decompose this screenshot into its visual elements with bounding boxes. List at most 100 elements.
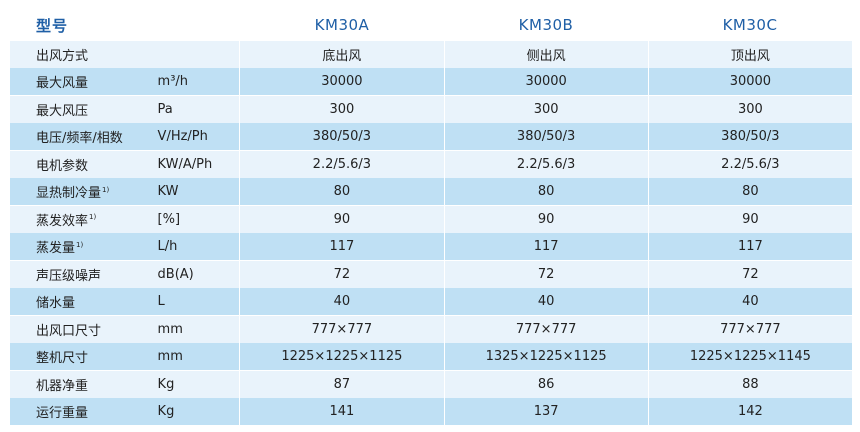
column-divider — [443, 150, 445, 178]
table-row: 最大风量 m³/h 30000 30000 30000 — [10, 68, 852, 95]
footnote-marker: 1) — [102, 185, 110, 194]
value-cell-1: 72 — [333, 266, 351, 282]
table-row: 声压级噪声 dB(A) 72 72 72 — [10, 260, 852, 288]
value-cell-2: 777×777 — [515, 321, 577, 337]
value-cell-2: 380/50/3 — [516, 129, 576, 144]
param-label: 储水量 — [36, 296, 76, 311]
param-cell: 机器净重 — [10, 375, 158, 394]
value-cell-1: 117 — [329, 239, 355, 254]
value-cell-1: 底出风 — [322, 48, 362, 64]
value-cell-3: 顶出风 — [730, 48, 770, 64]
value-cell-2: 90 — [537, 211, 555, 227]
table-row: 蒸发量1) L/h 117 117 117 — [10, 233, 852, 260]
column-divider — [443, 95, 445, 123]
column-divider — [443, 288, 445, 315]
value-cell-2: 1325×1225×1125 — [485, 349, 607, 364]
unit-cell: [%] — [157, 211, 181, 227]
column-divider — [647, 315, 649, 343]
param-cell: 出风口尺寸 — [10, 320, 158, 339]
table-row: 运行重量 Kg 141 137 142 — [10, 398, 852, 425]
value-cell-3: 72 — [742, 266, 759, 282]
unit-cell: Pa — [157, 101, 173, 117]
value-cell-3: 380/50/3 — [721, 129, 780, 144]
column-divider — [647, 95, 649, 123]
value-cell-3: 142 — [737, 404, 763, 419]
column-divider — [443, 398, 445, 425]
param-label: 出风口尺寸 — [36, 323, 102, 339]
column-divider — [647, 343, 649, 370]
value-cell-1: 30000 — [321, 74, 363, 89]
unit-cell: V/Hz/Ph — [157, 129, 208, 144]
column-divider — [443, 233, 445, 260]
param-label: 显热制冷量 — [36, 186, 102, 201]
param-cell: 最大风量 — [10, 72, 158, 91]
column-divider — [443, 68, 445, 95]
param-cell: 整机尺寸 — [10, 347, 158, 366]
column-divider — [239, 40, 241, 68]
column-divider — [443, 40, 445, 68]
spec-table: 型号 KM30A KM30B KM30C 出风方式 底出风 侧出风 顶出风 最大风量 m³… — [10, 10, 852, 425]
value-cell-1: 2.2/5.6/3 — [312, 156, 372, 172]
value-cell-1: 300 — [329, 101, 355, 117]
table-row: 机器净重 Kg 87 86 88 — [10, 370, 852, 398]
value-cell-3: 88 — [742, 376, 759, 392]
column-divider — [239, 150, 241, 178]
unit-cell: Kg — [157, 376, 175, 392]
param-cell: 显热制冷量1) — [10, 182, 158, 201]
table-row: 电压/频率/相数 V/Hz/Ph 380/50/3 380/50/3 380/50/3 — [10, 123, 852, 150]
param-cell: 声压级噪声 — [10, 265, 158, 284]
unit-cell: L/h — [157, 239, 178, 254]
param-label: 整机尺寸 — [36, 351, 89, 366]
table-row: 储水量 L 40 40 40 — [10, 288, 852, 315]
param-label: 运行重量 — [36, 406, 89, 421]
param-cell: 运行重量 — [10, 402, 158, 421]
param-cell: 蒸发量1) — [10, 237, 158, 256]
value-cell-3: 2.2/5.6/3 — [721, 156, 780, 172]
value-cell-2: 117 — [533, 239, 559, 254]
column-divider — [647, 205, 649, 233]
column-divider — [647, 398, 649, 425]
value-cell-1: 141 — [329, 404, 355, 419]
param-cell: 最大风压 — [10, 100, 158, 119]
column-divider — [239, 260, 241, 288]
column-divider — [647, 178, 649, 205]
column-divider — [239, 95, 241, 123]
value-cell-1: 90 — [333, 211, 351, 227]
column-divider — [443, 315, 445, 343]
param-cell: 蒸发效率1) — [10, 210, 158, 228]
column-divider — [647, 370, 649, 398]
param-label: 最大风量 — [36, 76, 89, 91]
column-divider — [239, 370, 241, 398]
column-divider — [443, 343, 445, 370]
table-row: 最大风压 Pa 300 300 300 — [10, 95, 852, 123]
table-row: 显热制冷量1) KW 80 80 80 — [10, 178, 852, 205]
unit-cell: mm — [157, 349, 183, 364]
value-cell-2: 侧出风 — [526, 48, 566, 64]
footnote-marker: 1) — [76, 240, 84, 249]
value-cell-3: 80 — [742, 184, 759, 199]
unit-cell: KW/A/Ph — [157, 156, 213, 172]
column-divider — [443, 178, 445, 205]
value-cell-1: 40 — [333, 294, 351, 309]
table-header: 型号 KM30A KM30B KM30C — [10, 10, 852, 40]
column-divider — [239, 343, 241, 370]
table-row: 蒸发效率1) [%] 90 90 90 — [10, 205, 852, 233]
param-label: 电压/频率/相数 — [36, 131, 123, 146]
table-row: 出风方式 底出风 侧出风 顶出风 — [10, 40, 852, 68]
value-cell-2: 300 — [533, 101, 559, 117]
unit-cell: dB(A) — [157, 266, 194, 282]
column-divider — [647, 68, 649, 95]
unit-cell: L — [157, 294, 165, 309]
value-cell-1: 777×777 — [311, 321, 373, 337]
column-divider — [239, 123, 241, 150]
header-model-1: KM30A — [314, 16, 370, 34]
column-divider — [443, 205, 445, 233]
column-divider — [239, 288, 241, 315]
value-cell-3: 30000 — [729, 74, 772, 89]
column-divider — [239, 178, 241, 205]
value-cell-3: 777×777 — [720, 321, 781, 337]
column-divider — [647, 260, 649, 288]
column-divider — [239, 233, 241, 260]
value-cell-2: 2.2/5.6/3 — [516, 156, 576, 172]
column-divider — [239, 68, 241, 95]
